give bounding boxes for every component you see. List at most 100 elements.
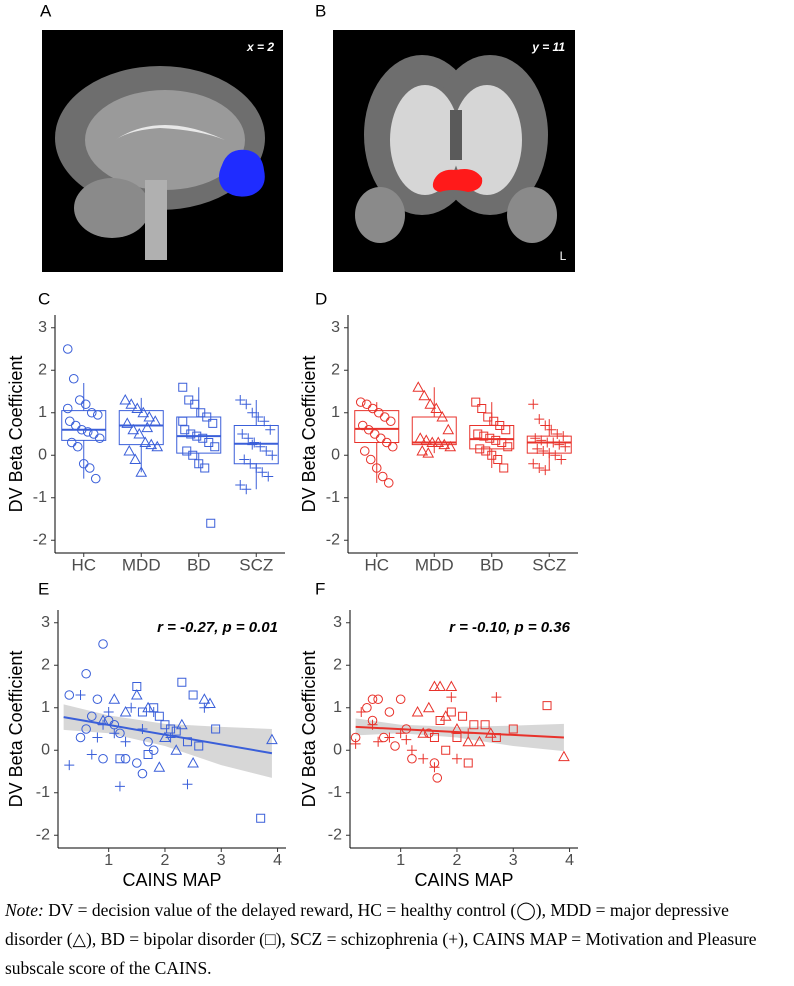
point <box>245 458 256 469</box>
point <box>72 441 83 452</box>
point <box>479 431 489 441</box>
point <box>384 732 395 743</box>
point <box>385 416 396 427</box>
x-tick-label: HC <box>364 555 389 574</box>
point <box>428 680 441 691</box>
point <box>473 429 483 439</box>
point <box>76 424 87 435</box>
point <box>534 463 545 473</box>
brain-inner <box>85 90 245 190</box>
point <box>75 690 86 700</box>
point <box>253 412 264 422</box>
panel-label: D <box>315 289 327 308</box>
point <box>411 705 424 717</box>
point <box>81 668 91 679</box>
point <box>418 389 431 401</box>
y-tick-label: -1 <box>36 784 50 801</box>
point <box>558 431 569 442</box>
point <box>142 701 154 713</box>
point <box>422 447 435 458</box>
point <box>86 711 97 722</box>
point <box>62 344 73 354</box>
point <box>462 735 475 747</box>
point <box>202 412 212 422</box>
white-matter <box>390 85 460 195</box>
point <box>92 694 103 705</box>
point <box>137 768 148 779</box>
point <box>438 438 451 450</box>
x-axis-label: CAINS MAP <box>122 870 221 890</box>
point <box>243 433 254 444</box>
point <box>192 431 202 441</box>
x-tick-label: 2 <box>453 852 462 869</box>
point <box>361 399 372 410</box>
note-text: DV = decision value of the delayed rewar… <box>5 900 757 978</box>
point <box>503 442 513 452</box>
point <box>131 402 144 413</box>
point <box>371 463 382 473</box>
point <box>532 443 543 454</box>
point <box>442 423 455 435</box>
point <box>120 736 131 747</box>
point <box>176 718 188 730</box>
point <box>444 440 457 452</box>
point <box>429 762 440 773</box>
point <box>491 692 502 703</box>
point <box>64 690 75 700</box>
point <box>556 454 567 465</box>
panel-label: B <box>315 1 326 20</box>
point <box>82 427 93 437</box>
point <box>249 437 260 448</box>
x-tick-label: 3 <box>217 852 226 869</box>
point <box>108 693 121 704</box>
point <box>536 435 547 446</box>
point <box>554 439 565 450</box>
point <box>255 441 266 452</box>
point <box>365 454 376 465</box>
point <box>412 381 425 392</box>
cerebellum <box>74 178 150 238</box>
point <box>373 736 384 747</box>
y-tick-label: -2 <box>328 826 342 843</box>
point <box>114 781 125 792</box>
point <box>436 410 449 422</box>
panel-label: F <box>315 579 325 598</box>
x-tick-label: 1 <box>104 852 113 869</box>
point <box>407 753 417 764</box>
point <box>148 707 159 717</box>
roi-blob <box>218 149 265 197</box>
point <box>92 410 103 420</box>
point <box>426 436 439 447</box>
point <box>422 701 435 713</box>
point <box>120 753 131 764</box>
x-tick-label: 4 <box>565 852 574 869</box>
white-matter <box>452 85 522 195</box>
point <box>151 440 164 452</box>
y-tick-label: -2 <box>33 531 47 548</box>
point <box>132 682 142 691</box>
y-tick-label: 3 <box>333 614 342 631</box>
point <box>414 432 427 443</box>
point <box>432 436 445 447</box>
point <box>375 433 386 444</box>
point <box>187 756 199 768</box>
y-axis-label: DV Beta Coefficient <box>6 651 26 808</box>
note-label: Note: <box>5 900 44 920</box>
point <box>127 423 140 435</box>
point <box>432 773 443 783</box>
point <box>417 727 430 738</box>
y-tick-label: 3 <box>331 319 340 336</box>
point <box>499 463 509 473</box>
point <box>390 741 400 751</box>
point <box>434 680 446 691</box>
point <box>206 518 216 528</box>
figure: A x = 2 B y = 11 L CDV Beta Coefficient-… <box>6 1 578 890</box>
point <box>241 484 252 495</box>
x-tick-label: BD <box>187 555 211 574</box>
x-tick-label: SCZ <box>239 555 273 574</box>
x-tick-label: HC <box>71 555 96 574</box>
x-tick-label: 4 <box>273 852 282 869</box>
point <box>256 813 266 823</box>
y-tick-label: 0 <box>41 741 50 758</box>
point <box>451 753 462 764</box>
